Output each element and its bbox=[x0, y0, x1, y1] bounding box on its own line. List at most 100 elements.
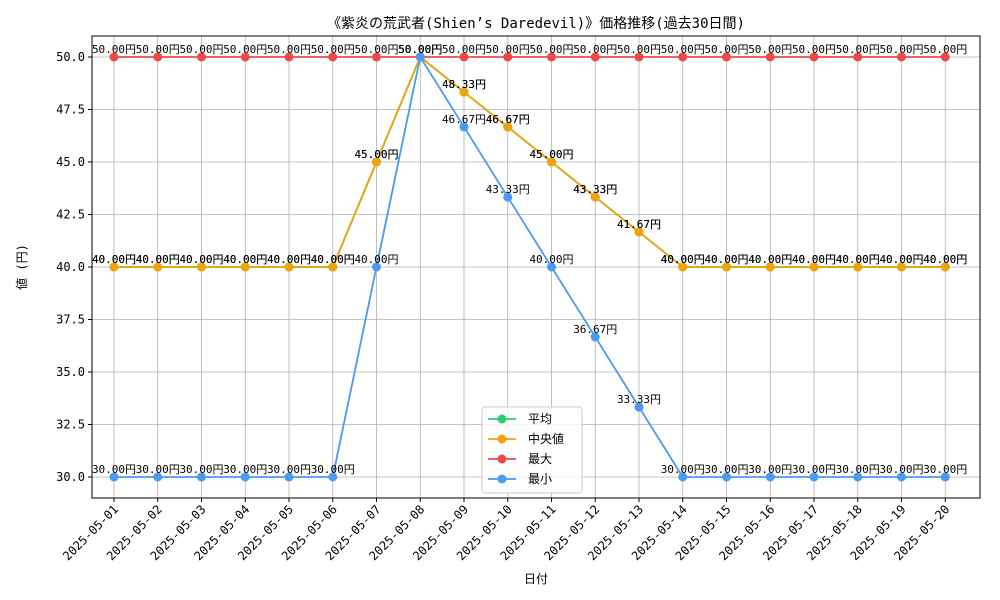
data-label: 40.00円 bbox=[661, 253, 705, 266]
data-point bbox=[328, 52, 338, 62]
data-point bbox=[240, 472, 250, 482]
legend-label: 平均 bbox=[528, 412, 552, 426]
data-point bbox=[722, 52, 731, 62]
data-label: 50.00円 bbox=[704, 43, 748, 56]
data-label: 30.00円 bbox=[748, 463, 792, 476]
data-label: 50.00円 bbox=[398, 43, 442, 56]
chart-title: 《紫炎の荒武者(Shien’s Daredevil)》価格推移(過去30日間) bbox=[327, 16, 745, 32]
data-label: 45.00円 bbox=[529, 148, 573, 161]
data-point bbox=[153, 472, 163, 482]
legend-label: 最大 bbox=[528, 452, 552, 466]
data-point bbox=[372, 157, 381, 167]
data-point bbox=[853, 262, 863, 272]
data-point bbox=[634, 52, 644, 62]
data-point bbox=[459, 122, 469, 132]
data-label: 40.00円 bbox=[923, 253, 967, 266]
data-point bbox=[897, 262, 906, 272]
data-point bbox=[284, 472, 294, 482]
data-label: 45.00円 bbox=[529, 148, 573, 161]
data-label: 50.00円 bbox=[486, 43, 530, 56]
data-point bbox=[284, 262, 294, 272]
data-label: 50.00円 bbox=[92, 43, 136, 56]
data-point bbox=[765, 262, 775, 272]
data-label: 50.00円 bbox=[792, 43, 836, 56]
data-point bbox=[809, 52, 819, 62]
data-label: 40.00円 bbox=[661, 253, 705, 266]
data-label: 40.00円 bbox=[223, 253, 267, 266]
data-label: 30.00円 bbox=[704, 463, 748, 476]
y-tick-label: 42.5 bbox=[56, 208, 85, 222]
data-label: 30.00円 bbox=[836, 463, 880, 476]
data-label: 40.00円 bbox=[92, 253, 136, 266]
legend-label: 中央値 bbox=[528, 431, 564, 446]
data-label: 40.00円 bbox=[136, 253, 180, 266]
data-label: 50.00円 bbox=[398, 43, 442, 56]
data-label: 50.00円 bbox=[836, 43, 880, 56]
data-point bbox=[809, 472, 819, 482]
data-label: 40.00円 bbox=[529, 253, 573, 266]
data-label: 50.00円 bbox=[617, 43, 661, 56]
data-label: 40.00円 bbox=[311, 253, 355, 266]
data-point bbox=[240, 52, 250, 62]
data-label: 30.00円 bbox=[923, 463, 967, 476]
data-label: 40.00円 bbox=[179, 253, 223, 266]
data-point bbox=[809, 262, 819, 272]
y-tick-label: 50.0 bbox=[56, 50, 85, 64]
data-label: 50.00円 bbox=[311, 43, 355, 56]
data-label: 50.00円 bbox=[879, 43, 923, 56]
data-label: 30.00円 bbox=[879, 463, 923, 476]
data-point bbox=[459, 87, 469, 97]
data-label: 30.00円 bbox=[267, 463, 311, 476]
series-line bbox=[114, 54, 946, 478]
data-label: 48.33円 bbox=[442, 78, 486, 91]
legend-label: 最小 bbox=[528, 472, 552, 486]
data-label: 43.33円 bbox=[573, 183, 617, 196]
data-point bbox=[940, 52, 950, 62]
data-point bbox=[372, 52, 381, 62]
data-point bbox=[109, 472, 119, 482]
data-label: 48.33円 bbox=[442, 78, 486, 91]
data-label: 50.00円 bbox=[136, 43, 180, 56]
data-point bbox=[940, 472, 950, 482]
data-label: 30.00円 bbox=[223, 463, 267, 476]
data-point bbox=[853, 52, 863, 62]
data-label: 40.00円 bbox=[311, 253, 355, 266]
data-point bbox=[503, 52, 513, 62]
series bbox=[109, 52, 950, 482]
data-point bbox=[765, 472, 775, 482]
legend-box bbox=[481, 406, 583, 494]
legend-swatch-marker bbox=[497, 474, 507, 484]
data-label: 40.00円 bbox=[267, 253, 311, 266]
data-label: 30.00円 bbox=[92, 463, 136, 476]
data-label: 50.00円 bbox=[267, 43, 311, 56]
y-tick-label: 47.5 bbox=[56, 103, 85, 117]
data-label: 40.00円 bbox=[704, 253, 748, 266]
data-point bbox=[547, 262, 556, 272]
data-label: 40.00円 bbox=[836, 253, 880, 266]
data-point bbox=[503, 122, 513, 132]
data-point bbox=[328, 262, 338, 272]
y-axis-label: 値 (円) bbox=[14, 244, 29, 290]
data-point bbox=[153, 52, 163, 62]
legend-swatch-marker bbox=[497, 454, 507, 464]
data-point bbox=[765, 52, 775, 62]
data-label: 40.00円 bbox=[92, 253, 136, 266]
data-point bbox=[240, 262, 250, 272]
data-point bbox=[328, 472, 338, 482]
data-label: 40.00円 bbox=[792, 253, 836, 266]
data-point bbox=[897, 52, 906, 62]
data-point bbox=[109, 52, 119, 62]
data-label: 40.00円 bbox=[223, 253, 267, 266]
data-point bbox=[634, 402, 644, 412]
data-label: 40.00円 bbox=[704, 253, 748, 266]
data-label: 50.00円 bbox=[354, 43, 398, 56]
data-point bbox=[634, 227, 644, 237]
data-label: 46.67円 bbox=[486, 113, 530, 126]
data-label: 41.67円 bbox=[617, 218, 661, 231]
data-label: 40.00円 bbox=[267, 253, 311, 266]
data-label: 40.00円 bbox=[879, 253, 923, 266]
data-label: 45.00円 bbox=[354, 148, 398, 161]
data-point bbox=[372, 262, 381, 272]
